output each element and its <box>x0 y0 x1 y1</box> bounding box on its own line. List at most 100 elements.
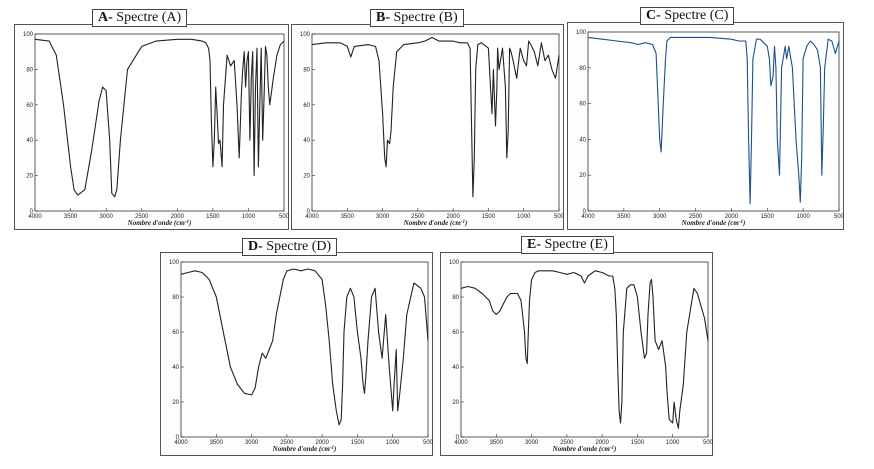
panel-title-a: A- Spectre (A) <box>92 9 188 27</box>
x-axis-label: Nombre d'onde (cm-1) <box>272 445 337 453</box>
panel-title-e: E- Spectre (E) <box>521 236 614 254</box>
spectrum-panel-b: 0 20 40 60 80 100 4000 3500 3000 2500 2000 1500 1000… <box>291 24 565 230</box>
x-tick-label: 500 <box>279 214 290 220</box>
panel-title-b: B- Spectre (B) <box>370 9 464 27</box>
y-tick-label: 60 <box>303 103 310 109</box>
panel-title-c: C- Spectre (C) <box>640 7 735 25</box>
y-tick-label: 20 <box>26 174 33 180</box>
x-tick-label: 4000 <box>174 440 188 446</box>
y-tick-label: 100 <box>300 32 311 38</box>
y-tick-label: 40 <box>172 365 179 371</box>
x-tick-label: 2000 <box>595 440 609 446</box>
spectrum-line <box>587 36 840 205</box>
y-tick-label: 0 <box>307 209 311 215</box>
y-tick-label: 80 <box>579 66 586 72</box>
y-tick-label: 20 <box>579 173 586 179</box>
y-tick-label: 60 <box>172 330 179 336</box>
x-tick-label: 2000 <box>446 214 460 220</box>
x-tick-label: 1500 <box>482 214 496 220</box>
x-tick-label: 4000 <box>28 214 42 220</box>
x-tick-label: 1000 <box>242 214 256 220</box>
panel-title-letter: D- <box>248 239 263 254</box>
x-tick-label: 500 <box>703 440 714 446</box>
y-tick-label: 60 <box>579 102 586 108</box>
y-tick-label: 40 <box>579 137 586 143</box>
panel-title-text: Spectre (A) <box>116 10 182 25</box>
spectrum-chart-d: 0 20 40 60 80 100 4000 3500 3000 2500 2000 1500 1000… <box>169 260 434 453</box>
y-tick-label: 100 <box>23 32 34 38</box>
panel-title-text: Spectre (C) <box>664 8 729 23</box>
y-tick-label: 40 <box>26 138 33 144</box>
y-tick-label: 0 <box>30 209 34 215</box>
y-tick-label: 40 <box>452 365 459 371</box>
panel-title-text: Spectre (E) <box>544 237 608 252</box>
x-tick-label: 4000 <box>305 214 319 220</box>
x-tick-label: 4000 <box>581 214 595 220</box>
panel-title-d: D- Spectre (D) <box>242 238 338 256</box>
panel-title-letter: E- <box>527 237 541 252</box>
x-axis-label: Nombre d'onde (cm-1) <box>127 219 192 227</box>
x-tick-label: 1500 <box>206 214 220 220</box>
x-tick-label: 2500 <box>135 214 149 220</box>
spectrum-line <box>311 36 560 198</box>
x-tick-label: 3500 <box>490 440 504 446</box>
x-tick-label: 2000 <box>171 214 185 220</box>
x-tick-label: 3000 <box>653 214 667 220</box>
x-tick-label: 1500 <box>351 440 365 446</box>
spectrum-chart-c: 0 20 40 60 80 100 4000 3500 3000 2500 2000 1500 1000… <box>576 30 845 227</box>
x-tick-label: 2500 <box>280 440 294 446</box>
x-tick-label: 2500 <box>411 214 425 220</box>
x-tick-label: 3000 <box>99 214 113 220</box>
x-tick-label: 3000 <box>376 214 390 220</box>
x-tick-label: 3500 <box>617 214 631 220</box>
x-tick-label: 4000 <box>454 440 468 446</box>
x-tick-label: 3000 <box>525 440 539 446</box>
y-tick-label: 0 <box>583 209 587 215</box>
x-tick-label: 500 <box>554 214 565 220</box>
x-tick-label: 1000 <box>666 440 680 446</box>
y-tick-label: 60 <box>26 103 33 109</box>
panel-title-text: Spectre (B) <box>393 10 458 25</box>
x-axis-label: Nombre d'onde (cm-1) <box>403 219 468 227</box>
x-tick-label: 3500 <box>341 214 355 220</box>
x-tick-label: 2500 <box>560 440 574 446</box>
spectrum-chart-e: 0 20 40 60 80 100 4000 3500 3000 2500 2000 1500 1000… <box>449 260 714 453</box>
spectrum-panel-d: 0 20 40 60 80 100 4000 3500 3000 2500 2000 1500 1000… <box>160 252 434 456</box>
y-tick-label: 80 <box>26 67 33 73</box>
spectrum-chart-a: 0 20 40 60 80 100 4000 3500 3000 2500 2000 1500 1000… <box>23 32 290 227</box>
x-tick-label: 500 <box>423 440 434 446</box>
plot-frame <box>460 261 709 438</box>
spectrum-chart-b: 0 20 40 60 80 100 4000 3500 3000 2500 2000 1500 1000… <box>300 32 565 227</box>
x-tick-label: 1500 <box>761 214 775 220</box>
x-tick-label: 3000 <box>245 440 259 446</box>
x-tick-label: 3500 <box>210 440 224 446</box>
y-tick-label: 80 <box>452 295 459 301</box>
spectrum-panel-c: 0 20 40 60 80 100 4000 3500 3000 2500 2000 1500 1000… <box>567 22 845 230</box>
plot-frame <box>34 33 285 212</box>
y-tick-label: 100 <box>576 30 587 36</box>
y-tick-label: 100 <box>169 260 180 266</box>
x-tick-label: 3500 <box>64 214 78 220</box>
panel-title-letter: B- <box>376 10 390 25</box>
x-axis-label: Nombre d'onde (cm-1) <box>681 219 746 227</box>
y-tick-label: 100 <box>449 260 460 266</box>
panel-title-letter: C- <box>646 8 661 23</box>
spectrum-panel-a: 0 20 40 60 80 100 4000 3500 3000 2500 2000 1500 1000… <box>14 24 290 230</box>
x-tick-label: 1000 <box>386 440 400 446</box>
x-tick-label: 1500 <box>631 440 645 446</box>
y-tick-label: 80 <box>172 295 179 301</box>
y-tick-label: 60 <box>452 330 459 336</box>
plot-frame <box>180 261 429 438</box>
plot-frame <box>311 33 560 212</box>
x-axis-label: Nombre d'onde (cm-1) <box>552 445 617 453</box>
y-tick-label: 20 <box>303 174 310 180</box>
y-tick-label: 80 <box>303 67 310 73</box>
x-tick-label: 2000 <box>315 440 329 446</box>
spectrum-line <box>180 268 429 426</box>
y-tick-label: 40 <box>303 138 310 144</box>
spectrum-line <box>460 270 709 429</box>
spectrum-panel-e: 0 20 40 60 80 100 4000 3500 3000 2500 2000 1500 1000… <box>440 252 714 456</box>
x-tick-label: 2000 <box>725 214 739 220</box>
y-tick-label: 0 <box>456 435 460 441</box>
x-tick-label: 2500 <box>689 214 703 220</box>
